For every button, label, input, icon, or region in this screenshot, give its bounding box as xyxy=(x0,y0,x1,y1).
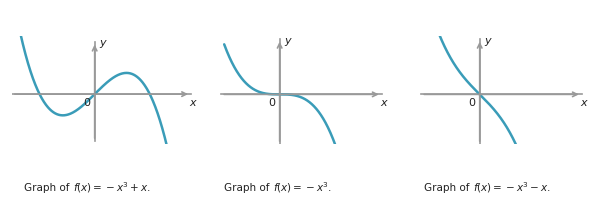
Text: $f(x) = -x^3 - x$.: $f(x) = -x^3 - x$. xyxy=(473,181,551,195)
Text: 0: 0 xyxy=(83,98,90,108)
Text: $f(x) = -x^3 + x$.: $f(x) = -x^3 + x$. xyxy=(73,181,151,195)
Text: y: y xyxy=(484,36,491,46)
Text: Graph of: Graph of xyxy=(224,183,273,193)
Text: $f(x) = -x^3$.: $f(x) = -x^3$. xyxy=(273,181,332,195)
Text: y: y xyxy=(99,38,106,48)
Text: x: x xyxy=(380,98,387,108)
Text: x: x xyxy=(580,98,587,108)
Text: 0: 0 xyxy=(268,98,275,108)
Text: x: x xyxy=(190,98,196,108)
Text: 0: 0 xyxy=(468,98,475,108)
Text: y: y xyxy=(284,36,291,46)
Text: Graph of: Graph of xyxy=(424,183,473,193)
Text: Graph of: Graph of xyxy=(24,183,73,193)
